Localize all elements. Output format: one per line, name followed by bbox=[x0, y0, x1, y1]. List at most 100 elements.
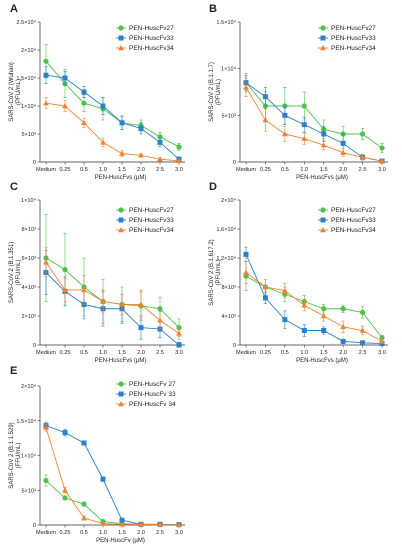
data-point bbox=[138, 301, 144, 307]
y-tick-label: 2×10⁴ bbox=[221, 197, 237, 204]
data-point bbox=[301, 135, 308, 141]
legend-label: PEN-HuscFv34 bbox=[129, 45, 174, 52]
data-point bbox=[138, 125, 144, 131]
x-tick-label: 2.0 bbox=[137, 350, 145, 356]
legend-marker bbox=[118, 217, 124, 223]
legend-label: PEN-HuscFv27 bbox=[331, 207, 376, 214]
y-tick-label: 5×10³ bbox=[22, 132, 37, 138]
data-point bbox=[119, 150, 125, 156]
y-tick-label: 2×10⁴ bbox=[21, 47, 37, 54]
y-tick-label: 1.5×10⁴ bbox=[216, 19, 236, 26]
series-line bbox=[45, 480, 180, 526]
data-point bbox=[43, 259, 49, 265]
y-axis-label: SARS-CoV 2 (Wuhan) bbox=[9, 62, 15, 122]
data-point bbox=[379, 338, 385, 344]
series-3 bbox=[243, 261, 385, 344]
data-point bbox=[262, 94, 268, 100]
data-point bbox=[262, 117, 269, 123]
x-axis-label: PEN-HuscFvs (µM) bbox=[95, 358, 147, 364]
panel-letter: C bbox=[10, 181, 18, 193]
data-point bbox=[81, 501, 87, 507]
x-tick-label: 2.5 bbox=[156, 530, 164, 536]
legend-marker bbox=[118, 401, 124, 407]
y-tick-label: 5×10³ bbox=[222, 113, 237, 119]
x-tick-label: 2.0 bbox=[137, 530, 145, 536]
series-1 bbox=[243, 261, 385, 341]
data-point bbox=[301, 302, 308, 308]
y-axis-unit-label: (FFU/mL) bbox=[16, 443, 22, 469]
x-tick-label: 1.0 bbox=[99, 530, 107, 536]
legend-marker bbox=[320, 45, 326, 51]
data-point bbox=[119, 521, 125, 527]
data-point bbox=[243, 269, 249, 275]
legend-marker bbox=[118, 45, 124, 51]
x-tick-label: 0.5 bbox=[281, 350, 289, 356]
legend-label: PEN-HuscFv 27 bbox=[129, 381, 176, 388]
legend-label: PEN-HuscFv34 bbox=[331, 45, 376, 52]
y-axis-unit-label: (PFU/mL) bbox=[216, 260, 222, 286]
series-line bbox=[45, 425, 180, 526]
data-point bbox=[340, 140, 346, 146]
y-tick-label: 8×10³ bbox=[22, 227, 37, 233]
data-point bbox=[321, 328, 327, 333]
legend-marker bbox=[118, 25, 124, 31]
y-tick-label: 0 bbox=[233, 160, 236, 166]
y-tick-label: 0 bbox=[233, 343, 236, 349]
data-point bbox=[100, 103, 106, 109]
series-2 bbox=[43, 66, 182, 162]
data-point bbox=[359, 327, 366, 333]
legend-label: PEN-HuscFv34 bbox=[331, 227, 376, 234]
data-point bbox=[81, 89, 87, 95]
data-point bbox=[340, 338, 346, 344]
chart-panel-a: A 0 5×10³ 1×10⁴ 1.5×10⁴ 2×10⁴ 2.5×10⁴ Medium 0.2… bbox=[9, 3, 185, 181]
y-tick-label: 4×10³ bbox=[22, 285, 37, 291]
panel-letter: E bbox=[10, 365, 17, 377]
x-tick-label: 2.0 bbox=[339, 350, 347, 356]
data-point bbox=[119, 301, 125, 307]
data-point bbox=[157, 306, 163, 312]
chart-panel-e: E 0 5×10³ 1×10⁴ 1.5×10⁴ 2×10⁴ Medium 0.25 0.5 1.0… bbox=[9, 365, 185, 544]
x-tick-label: 0.5 bbox=[281, 167, 289, 173]
series-line bbox=[245, 82, 383, 162]
legend-label: PEN-HuscFv27 bbox=[331, 25, 376, 32]
data-point bbox=[43, 477, 49, 484]
data-point bbox=[379, 158, 385, 164]
legend-marker bbox=[320, 217, 326, 223]
x-tick-label: Medium bbox=[36, 530, 56, 536]
x-tick-label: 0.5 bbox=[80, 530, 88, 536]
series-3 bbox=[43, 423, 182, 527]
x-tick-label: 1.0 bbox=[99, 167, 107, 173]
y-tick-label: 1.5×10⁴ bbox=[16, 418, 36, 425]
data-point bbox=[157, 156, 163, 162]
y-tick-label: 1×10⁴ bbox=[21, 197, 37, 204]
series-line bbox=[245, 275, 383, 339]
x-tick-label: 0.25 bbox=[260, 350, 271, 356]
x-tick-label: 1.5 bbox=[320, 350, 328, 356]
data-point bbox=[321, 131, 327, 137]
y-axis-unit-label: (PFU/mL) bbox=[16, 260, 22, 286]
x-tick-label: 2.5 bbox=[359, 167, 367, 173]
y-tick-label: 4×10³ bbox=[222, 314, 237, 320]
data-point bbox=[282, 112, 288, 118]
data-point bbox=[100, 139, 106, 145]
data-point bbox=[81, 515, 87, 521]
y-tick-label: 1×10⁴ bbox=[221, 66, 237, 73]
y-tick-label: 1×10⁴ bbox=[21, 453, 37, 460]
x-tick-label: 1.5 bbox=[320, 167, 328, 173]
data-point bbox=[81, 100, 87, 106]
series-line bbox=[245, 82, 383, 149]
legend-marker bbox=[320, 35, 326, 41]
data-point bbox=[138, 152, 144, 158]
x-tick-label: 0.25 bbox=[60, 530, 71, 536]
data-point bbox=[62, 487, 68, 493]
y-tick-label: 1.2×10⁴ bbox=[216, 255, 236, 262]
x-tick-label: Medium bbox=[236, 350, 256, 356]
x-tick-label: 1.0 bbox=[99, 350, 107, 356]
data-point bbox=[81, 440, 87, 446]
x-tick-label: 1.0 bbox=[300, 350, 308, 356]
series-line bbox=[245, 87, 383, 162]
series-1 bbox=[43, 44, 182, 151]
series-line bbox=[45, 427, 179, 526]
series-line bbox=[45, 262, 180, 334]
y-tick-label: 2.5×10⁴ bbox=[16, 19, 36, 26]
